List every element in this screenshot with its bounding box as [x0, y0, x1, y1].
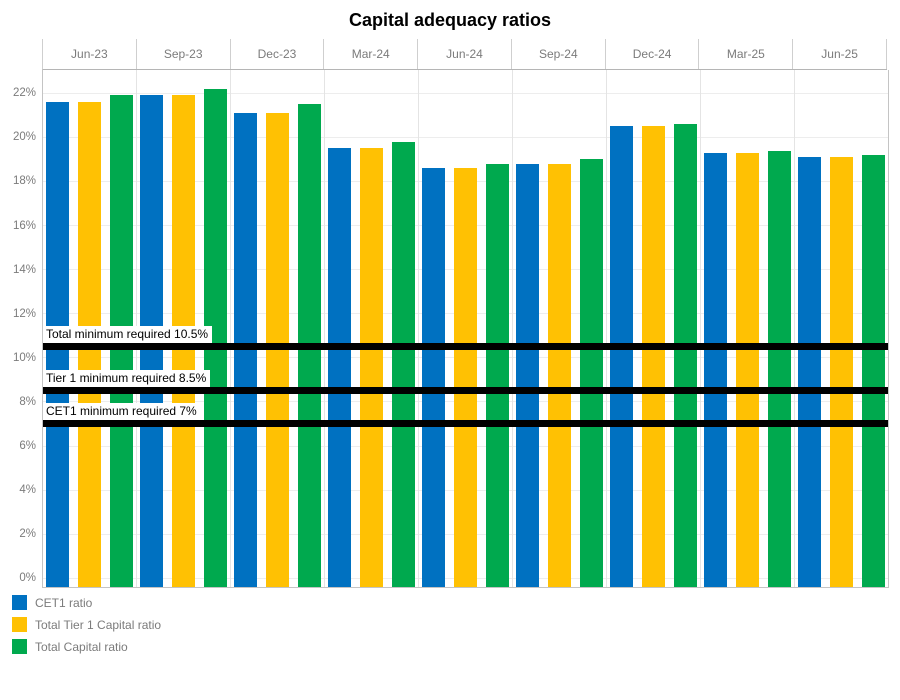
chart-title: Capital adequacy ratios: [348, 10, 552, 30]
column-separator: [699, 70, 701, 587]
gridline-22pct: [43, 92, 888, 94]
legend: CET1 ratio Total Tier 1 Capital ratio Tota…: [12, 595, 161, 661]
bar-group-jun-25: [794, 70, 888, 587]
bar-cet1-ratio-jun-25[interactable]: [797, 157, 821, 587]
bar-group-jun-24: [419, 70, 513, 587]
bar-cet1-ratio-dec-24[interactable]: [609, 126, 633, 587]
column-header-dec-24: Dec-24: [606, 39, 700, 69]
bar-group-mar-24: [325, 70, 419, 587]
legend-swatch-total-tier-1-capital-ratio: [12, 617, 27, 632]
column-header-jun-25: Jun-25: [793, 39, 888, 69]
column-separator: [324, 70, 326, 587]
legend-item-total-tier-1-capital-ratio[interactable]: Total Tier 1 Capital ratio: [12, 617, 161, 632]
reference-line-label-tier-1-minimum-required-8.5: Tier 1 minimum required 8.5%: [44, 370, 211, 388]
y-tick-label-20: 20%: [12, 131, 36, 144]
y-tick-label-10: 10%: [12, 351, 36, 364]
bar-cet1-ratio-mar-25[interactable]: [703, 152, 727, 587]
y-tick-label-12: 12%: [12, 307, 36, 320]
column-header-mar-25: Mar-25: [699, 39, 794, 69]
y-tick-label-8: 8%: [19, 395, 36, 408]
bar-total-capital-ratio-mar-24[interactable]: [392, 141, 416, 587]
bar-total-capital-ratio-dec-24[interactable]: [673, 124, 697, 587]
column-separator: [605, 70, 607, 587]
reference-line-tier-1-minimum-required-8.5: [43, 387, 888, 395]
bar-group-sep-24: [512, 70, 606, 587]
bar-total-capital-ratio-jun-24[interactable]: [485, 163, 509, 587]
bar-total-tier-1-capital-ratio-dec-24[interactable]: [641, 126, 665, 587]
bar-cet1-ratio-mar-24[interactable]: [328, 148, 352, 587]
y-axis: 0% 2% 4% 6% 8% 10% 12% 14% 16% 18% 20% 22%: [0, 70, 36, 587]
y-tick-label-18: 18%: [12, 175, 36, 188]
reference-line-total-minimum-required-10.5: [43, 343, 888, 351]
column-separator: [793, 70, 795, 587]
y-tick-label-6: 6%: [19, 440, 36, 452]
y-tick-label-22: 22%: [12, 87, 36, 100]
bar-cet1-ratio-sep-24[interactable]: [515, 163, 539, 587]
reference-line-cet1-minimum-required-7: [43, 420, 888, 428]
column-header-dec-23: Dec-23: [231, 39, 325, 69]
period-header-row: Jun-23 Sep-23 Dec-23 Mar-24 Jun-24 Sep-24 Dec-…: [42, 39, 888, 70]
column-header-mar-24: Mar-24: [324, 39, 419, 69]
reference-line-label-total-minimum-required-10.5: Total minimum required 10.5%: [44, 326, 213, 344]
column-header-jun-24: Jun-24: [418, 39, 512, 69]
column-separator: [418, 70, 420, 587]
legend-swatch-total-capital-ratio: [12, 639, 27, 654]
bar-group-dec-24: [606, 70, 700, 587]
bar-total-capital-ratio-sep-23[interactable]: [204, 88, 228, 587]
column-separator: [511, 70, 513, 587]
bar-group-mar-25: [700, 70, 794, 587]
bar-total-tier-1-capital-ratio-mar-25[interactable]: [735, 152, 759, 587]
column-header-sep-23: Sep-23: [137, 39, 231, 69]
column-separator: [230, 70, 232, 587]
legend-label-cet1-ratio: CET1 ratio: [35, 595, 93, 610]
bar-group-dec-23: [231, 70, 325, 587]
bar-total-tier-1-capital-ratio-jun-25[interactable]: [829, 157, 853, 587]
legend-item-total-capital-ratio[interactable]: Total Capital ratio: [12, 639, 161, 654]
legend-label-total-tier-1-capital-ratio: Total Tier 1 Capital ratio: [35, 617, 162, 632]
y-tick-label-0: 0%: [19, 572, 36, 585]
column-header-jun-23: Jun-23: [43, 39, 137, 69]
legend-label-total-capital-ratio: Total Capital ratio: [35, 639, 128, 654]
bar-cet1-ratio-jun-24[interactable]: [421, 168, 445, 587]
gridline-20pct: [43, 136, 888, 138]
bar-total-tier-1-capital-ratio-jun-24[interactable]: [453, 168, 477, 587]
y-tick-label-14: 14%: [12, 263, 36, 276]
reference-line-label-cet1-minimum-required-7: CET1 minimum required 7%: [44, 403, 201, 421]
bar-total-capital-ratio-jun-25[interactable]: [861, 154, 885, 587]
legend-item-cet1-ratio[interactable]: CET1 ratio: [12, 595, 161, 610]
bar-total-capital-ratio-sep-24[interactable]: [579, 159, 603, 587]
y-tick-label-2: 2%: [19, 528, 36, 541]
bar-total-capital-ratio-mar-25[interactable]: [767, 150, 791, 587]
bar-total-tier-1-capital-ratio-mar-24[interactable]: [360, 148, 384, 587]
y-tick-label-4: 4%: [19, 484, 36, 497]
legend-swatch-cet1-ratio: [12, 595, 27, 610]
plot-pane: Total minimum required 10.5% Tier 1 minim…: [42, 70, 889, 588]
y-tick-label-16: 16%: [12, 219, 36, 232]
column-header-sep-24: Sep-24: [512, 39, 606, 69]
bar-total-tier-1-capital-ratio-sep-24[interactable]: [547, 163, 571, 587]
